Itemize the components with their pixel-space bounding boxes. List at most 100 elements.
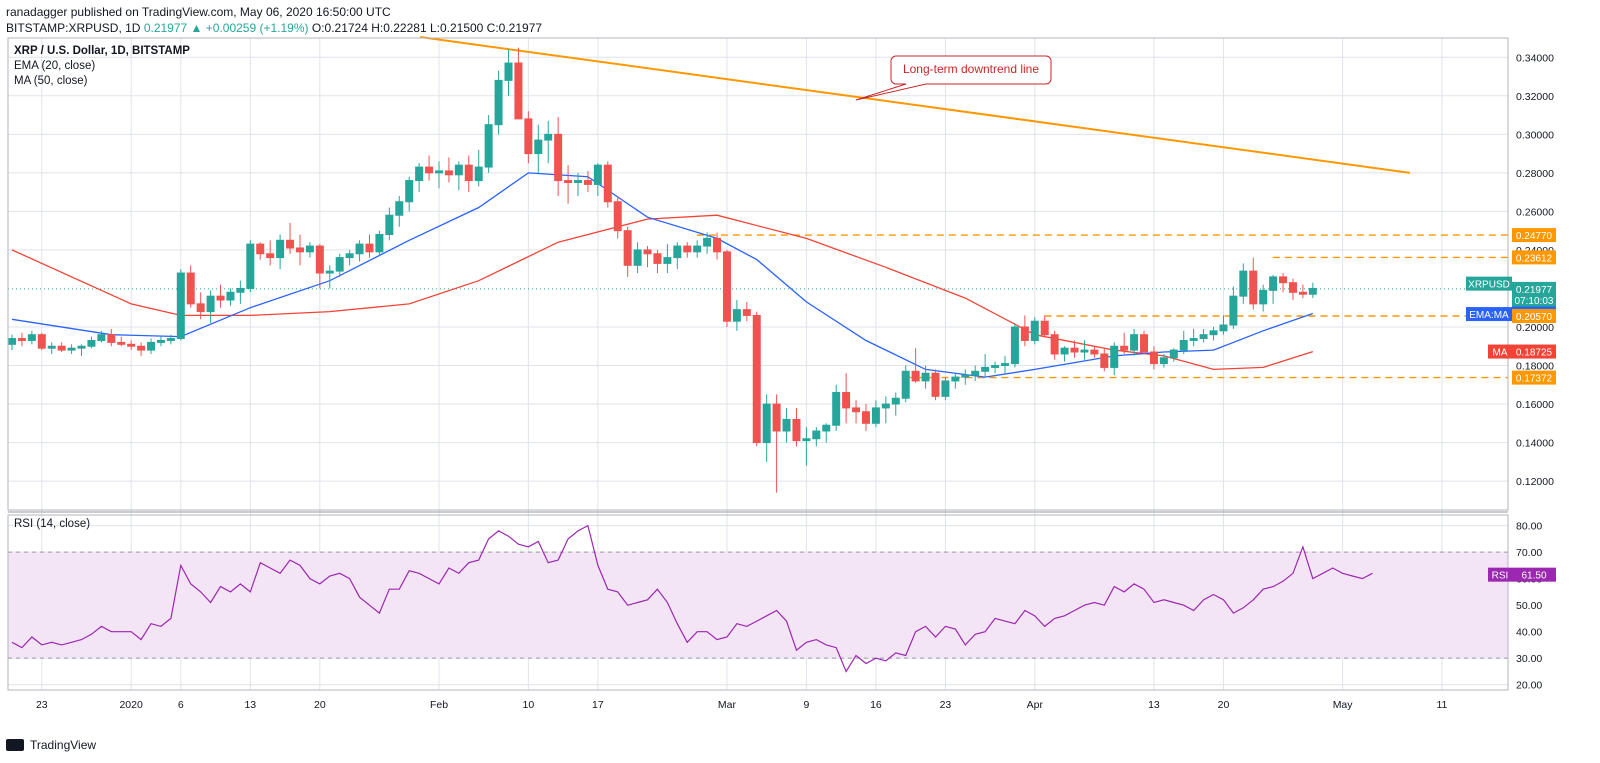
x-tick-label: 9 [803, 699, 809, 711]
rsi-line [11, 524, 1373, 673]
candle-body [931, 372, 940, 397]
rsi-band-fill [8, 552, 1508, 659]
candle-body [643, 249, 652, 255]
candle-body [256, 243, 265, 255]
candle-body [305, 245, 314, 253]
x-tick-label: Feb [430, 699, 448, 711]
candle-body [1010, 326, 1019, 365]
axes: 0.340000.320000.300000.280000.260000.240… [7, 37, 1554, 711]
y-tick-label: 0.20000 [1516, 322, 1554, 334]
candle-body [981, 366, 990, 372]
candle-body [415, 166, 424, 182]
candle-body [742, 309, 751, 316]
candle-body [425, 166, 434, 174]
candle-body [633, 249, 642, 266]
candle-body [623, 230, 632, 266]
y-tick-label: 0.30000 [1516, 129, 1554, 141]
candle-body [1229, 295, 1238, 326]
candle-body [27, 334, 36, 341]
rsi-value-text: 61.50 [1521, 571, 1546, 582]
y-tick-label: 0.14000 [1516, 438, 1554, 450]
y-tick-label: 0.16000 [1516, 399, 1554, 411]
candle-body [911, 370, 920, 382]
x-tick-label: 16 [870, 699, 882, 711]
publish-info: ranadagger published on TradingView.com,… [6, 5, 391, 19]
downtrend-line [419, 36, 1411, 174]
rsi-legend: RSI (14, close) [14, 517, 90, 532]
candle-body [395, 201, 404, 216]
legend-ema: EMA (20, close) [14, 60, 96, 72]
candle-body [315, 245, 324, 274]
candle-body [87, 339, 96, 347]
candle-body [713, 237, 722, 253]
price-label-box [1466, 307, 1512, 322]
ema20-line [11, 172, 1314, 378]
rsi-tick-label: 20.00 [1516, 680, 1542, 692]
candle-body [693, 245, 702, 253]
legend-ma: MA (50, close) [14, 75, 88, 87]
candle-body [295, 247, 304, 253]
candle-body [236, 287, 245, 293]
candle-body [325, 270, 334, 274]
candle-body [1040, 320, 1049, 336]
rsi-pane-frame [7, 514, 1509, 691]
candle-body [1110, 345, 1119, 368]
candle-body [1279, 276, 1288, 284]
rsi-line [11, 524, 1373, 673]
candle-body [1100, 353, 1109, 368]
candle-body [1189, 338, 1198, 341]
candle-body [1199, 334, 1208, 340]
candle-body [822, 424, 831, 432]
rsi-tick-label: 70.00 [1516, 547, 1542, 559]
price-label-text: 0.23612 [1516, 253, 1553, 264]
price-label-box [1512, 370, 1556, 385]
candle-body [792, 418, 801, 442]
candle-body [8, 338, 16, 345]
price-label-text: 07:10:03 [1515, 296, 1554, 307]
annotation-callout: Long-term downtrend line [855, 55, 1052, 101]
price-label-box [1488, 344, 1512, 359]
candle-body [593, 164, 602, 185]
candle-body [345, 253, 354, 259]
candle-body [196, 303, 205, 313]
price-change: ▲ +0.00259 (+1.19%) [190, 21, 309, 35]
candle-body [534, 139, 543, 155]
candle-body [17, 338, 26, 341]
callout-box [855, 55, 1052, 101]
tradingview-logo-icon [6, 739, 24, 751]
candle-body [812, 430, 821, 440]
candle-body [246, 243, 255, 289]
candle-body [226, 291, 235, 301]
brand-name: TradingView [30, 738, 97, 752]
candle-body [752, 314, 761, 444]
candle-body [1140, 334, 1149, 353]
candle-body [772, 403, 781, 432]
price-label-box [1466, 276, 1512, 291]
price-label-text: MA [1493, 348, 1508, 359]
candle-body [375, 234, 384, 253]
last-price: 0.21977 [143, 21, 188, 35]
y-tick-label: 0.32000 [1516, 91, 1554, 103]
candle-body [921, 372, 930, 382]
callout-text: Long-term downtrend line [903, 62, 1039, 76]
candle-body [176, 272, 185, 340]
x-tick-label: 13 [1148, 699, 1160, 711]
candle-body [861, 411, 870, 424]
candle-body [1259, 289, 1268, 305]
candle-body [276, 239, 285, 259]
candle-body [266, 253, 275, 259]
candle-body [514, 62, 523, 120]
candle-body [1219, 324, 1228, 332]
candle-body [156, 339, 165, 343]
candles [8, 47, 1317, 493]
price-chart[interactable]: 0.340000.320000.300000.280000.260000.240… [0, 0, 1600, 740]
price-label-box [1512, 292, 1556, 307]
candle-body [1239, 270, 1248, 297]
candle-body [1090, 349, 1099, 355]
price-label-box [1512, 228, 1556, 243]
candle-body [1249, 270, 1258, 305]
candle-body [444, 170, 453, 176]
x-tick-label: 23 [940, 699, 952, 711]
candle-body [335, 257, 344, 272]
candle-body [564, 180, 573, 183]
